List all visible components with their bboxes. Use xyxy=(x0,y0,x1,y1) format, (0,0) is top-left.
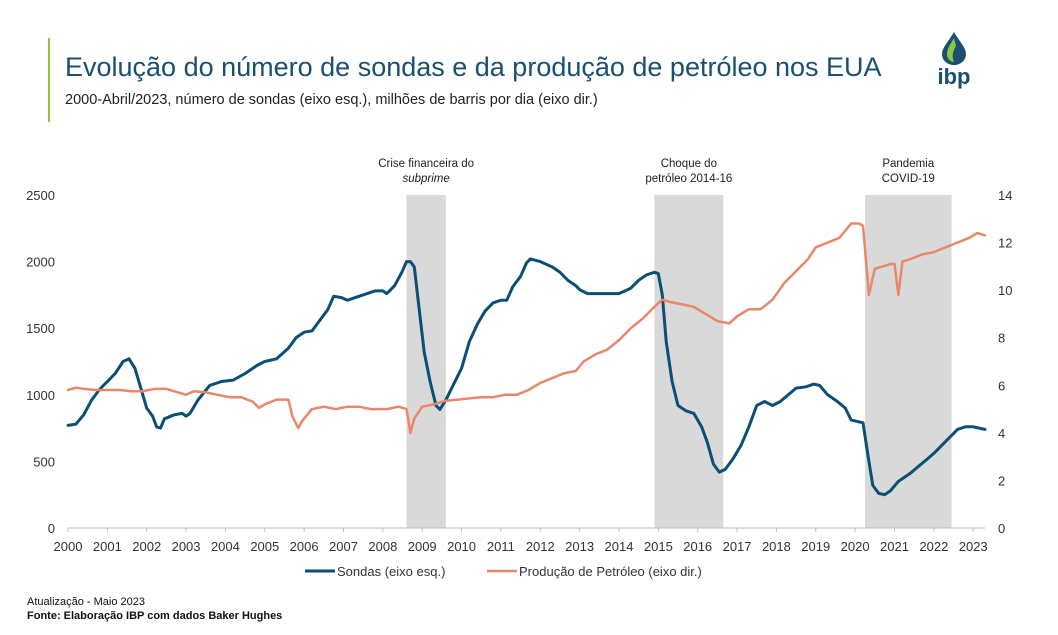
x-tick-label: 2010 xyxy=(447,539,476,554)
x-tick-label: 2018 xyxy=(762,539,791,554)
x-tick-label: 2001 xyxy=(93,539,122,554)
period-label: Pandemia xyxy=(882,158,934,170)
y-right-tick-label: 10 xyxy=(998,283,1012,298)
x-tick-label: 2004 xyxy=(211,539,240,554)
x-tick-label: 2013 xyxy=(565,539,594,554)
period-label: Crise financeira do xyxy=(378,158,474,170)
x-tick-label: 2005 xyxy=(250,539,279,554)
x-tick-label: 2003 xyxy=(172,539,201,554)
x-tick-label: 2016 xyxy=(683,539,712,554)
series-line-producao xyxy=(66,222,987,435)
y-left-tick-label: 2000 xyxy=(26,255,55,270)
drop-icon xyxy=(942,32,966,65)
x-tick-label: 2015 xyxy=(644,539,673,554)
update-note: Atualização - Maio 2023 xyxy=(27,596,146,608)
y-left-tick-label: 1000 xyxy=(26,388,55,403)
legend-label: Produção de Petróleo (eixo dir.) xyxy=(519,564,702,579)
shaded-period xyxy=(864,195,952,528)
y-right-tick-label: 12 xyxy=(998,236,1012,251)
x-tick-label: 2017 xyxy=(723,539,752,554)
x-tick-label: 2002 xyxy=(132,539,161,554)
y-left-tick-label: 0 xyxy=(48,521,55,536)
x-tick-label: 2014 xyxy=(605,539,634,554)
x-tick-label: 2011 xyxy=(487,539,515,554)
period-label: subprime xyxy=(402,173,449,185)
source-note: Fonte: Elaboração IBP com dados Baker Hu… xyxy=(27,610,283,622)
x-tick-label: 2023 xyxy=(959,539,988,554)
y-right-tick-label: 0 xyxy=(998,521,1005,536)
x-tick-label: 2000 xyxy=(54,539,83,554)
y-left-tick-label: 500 xyxy=(33,454,55,469)
y-right-tick-label: 6 xyxy=(998,378,1005,393)
y-right-tick-label: 4 xyxy=(998,426,1005,441)
accent-bar xyxy=(48,38,50,122)
x-tick-label: 2008 xyxy=(368,539,397,554)
ibp-logo: ibp xyxy=(932,30,982,92)
page-title: Evolução do número de sondas e da produç… xyxy=(65,52,882,82)
period-label: Choque do xyxy=(661,158,717,170)
chart-area: Crise financeira do subprime Choque do petr… xyxy=(26,158,1012,579)
x-tick-label: 2021 xyxy=(880,539,909,554)
x-tick-label: 2007 xyxy=(329,539,358,554)
logo-text: ibp xyxy=(937,64,971,89)
x-tick-label: 2019 xyxy=(801,539,830,554)
legend-label: Sondas (eixo esq.) xyxy=(337,564,445,579)
x-tick-label: 2006 xyxy=(290,539,319,554)
period-label: petróleo 2014-16 xyxy=(645,173,732,185)
y-right-tick-label: 14 xyxy=(998,188,1012,203)
series-line-sondas xyxy=(66,257,987,497)
period-label: COVID-19 xyxy=(882,173,935,185)
x-tick-label: 2012 xyxy=(526,539,555,554)
y-left-tick-label: 1500 xyxy=(26,321,55,336)
page-subtitle: 2000-Abril/2023, número de sondas (eixo … xyxy=(65,92,598,108)
shaded-period xyxy=(654,195,724,528)
y-right-tick-label: 2 xyxy=(998,473,1005,488)
x-tick-label: 2020 xyxy=(841,539,870,554)
y-right-tick-label: 8 xyxy=(998,331,1005,346)
x-tick-label: 2009 xyxy=(408,539,437,554)
x-tick-label: 2022 xyxy=(919,539,948,554)
y-left-tick-label: 2500 xyxy=(26,188,55,203)
